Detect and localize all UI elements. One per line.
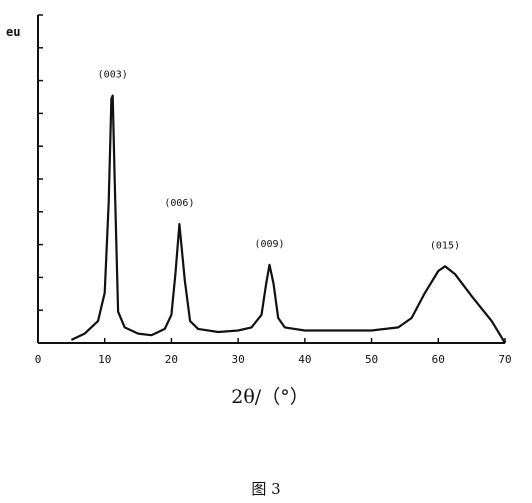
y-ticks (38, 14, 43, 311)
figure-caption: 图 3 (251, 480, 281, 498)
x-tick-label: 70 (498, 353, 511, 366)
axes (37, 15, 505, 344)
x-tick-label: 0 (35, 353, 42, 366)
y-axis-unit: eu (6, 25, 20, 39)
peak-label: (009) (254, 239, 284, 250)
x-tick-label: 30 (232, 353, 245, 366)
xrd-chart: 0 10 20 30 40 50 60 70 (003)(006)(009) (015) eu … (6, 14, 512, 408)
peak-label: (006) (164, 198, 194, 209)
x-tick-label: 20 (165, 353, 178, 366)
x-tick-label: 40 (298, 353, 311, 366)
x-ticks: 0 10 20 30 40 50 60 70 (35, 338, 512, 366)
peak-label: (015) (430, 240, 460, 251)
peak-label: (003) (98, 70, 128, 81)
x-tick-label: 50 (365, 353, 378, 366)
peak-labels: (003) (006) (009) (015) (98, 70, 460, 252)
x-tick-label: 10 (98, 353, 111, 366)
x-tick-label: 60 (432, 353, 445, 366)
x-axis-label: 2θ/（°） (231, 386, 308, 408)
series-line (70, 94, 506, 344)
